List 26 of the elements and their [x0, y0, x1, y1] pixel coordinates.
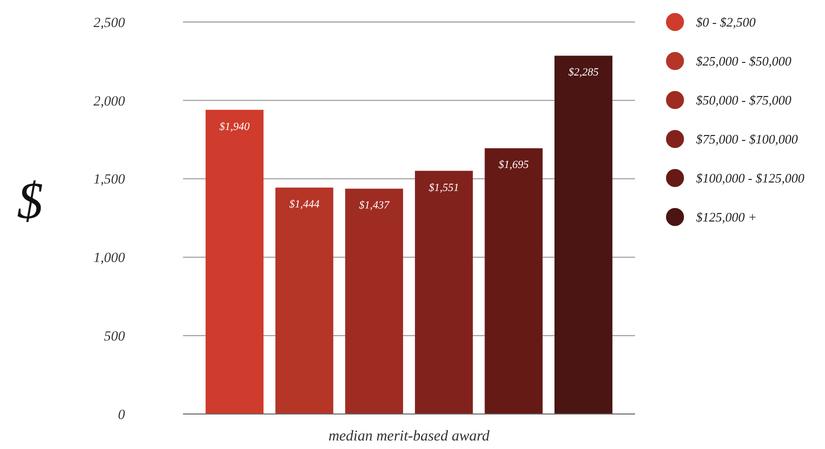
bar — [484, 148, 543, 414]
legend-label: $25,000 - $50,000 — [696, 54, 792, 69]
data-label: $1,551 — [428, 182, 460, 194]
data-label: $1,437 — [358, 200, 390, 212]
bar — [345, 188, 404, 414]
legend-label: $50,000 - $75,000 — [696, 92, 792, 108]
legend-label: $100,000 - $125,000 — [696, 170, 805, 186]
legend-label: $75,000 - $100,000 — [696, 132, 798, 147]
y-tick-label: 2,000 — [94, 94, 125, 110]
data-label: $2,285 — [568, 66, 600, 79]
y-tick-label: 1,500 — [94, 172, 125, 188]
legend-label: $0 - $2,500 — [696, 14, 756, 30]
y-tick-label: 0 — [118, 408, 125, 423]
y-tick-label: 500 — [104, 330, 125, 344]
y-tick-label: 1,000 — [94, 251, 125, 266]
bar — [275, 188, 334, 414]
data-label: $1,444 — [289, 198, 320, 211]
bar — [414, 170, 473, 414]
data-label: $1,940 — [219, 120, 250, 133]
bar — [554, 56, 612, 414]
bar — [206, 110, 264, 414]
x-axis-title: median merit-based award — [328, 428, 490, 444]
legend-label: $125,000 + — [696, 210, 757, 225]
y-axis-title: $ — [17, 173, 43, 230]
data-label: $1,695 — [498, 159, 530, 172]
y-tick-label: 2,500 — [94, 16, 125, 31]
